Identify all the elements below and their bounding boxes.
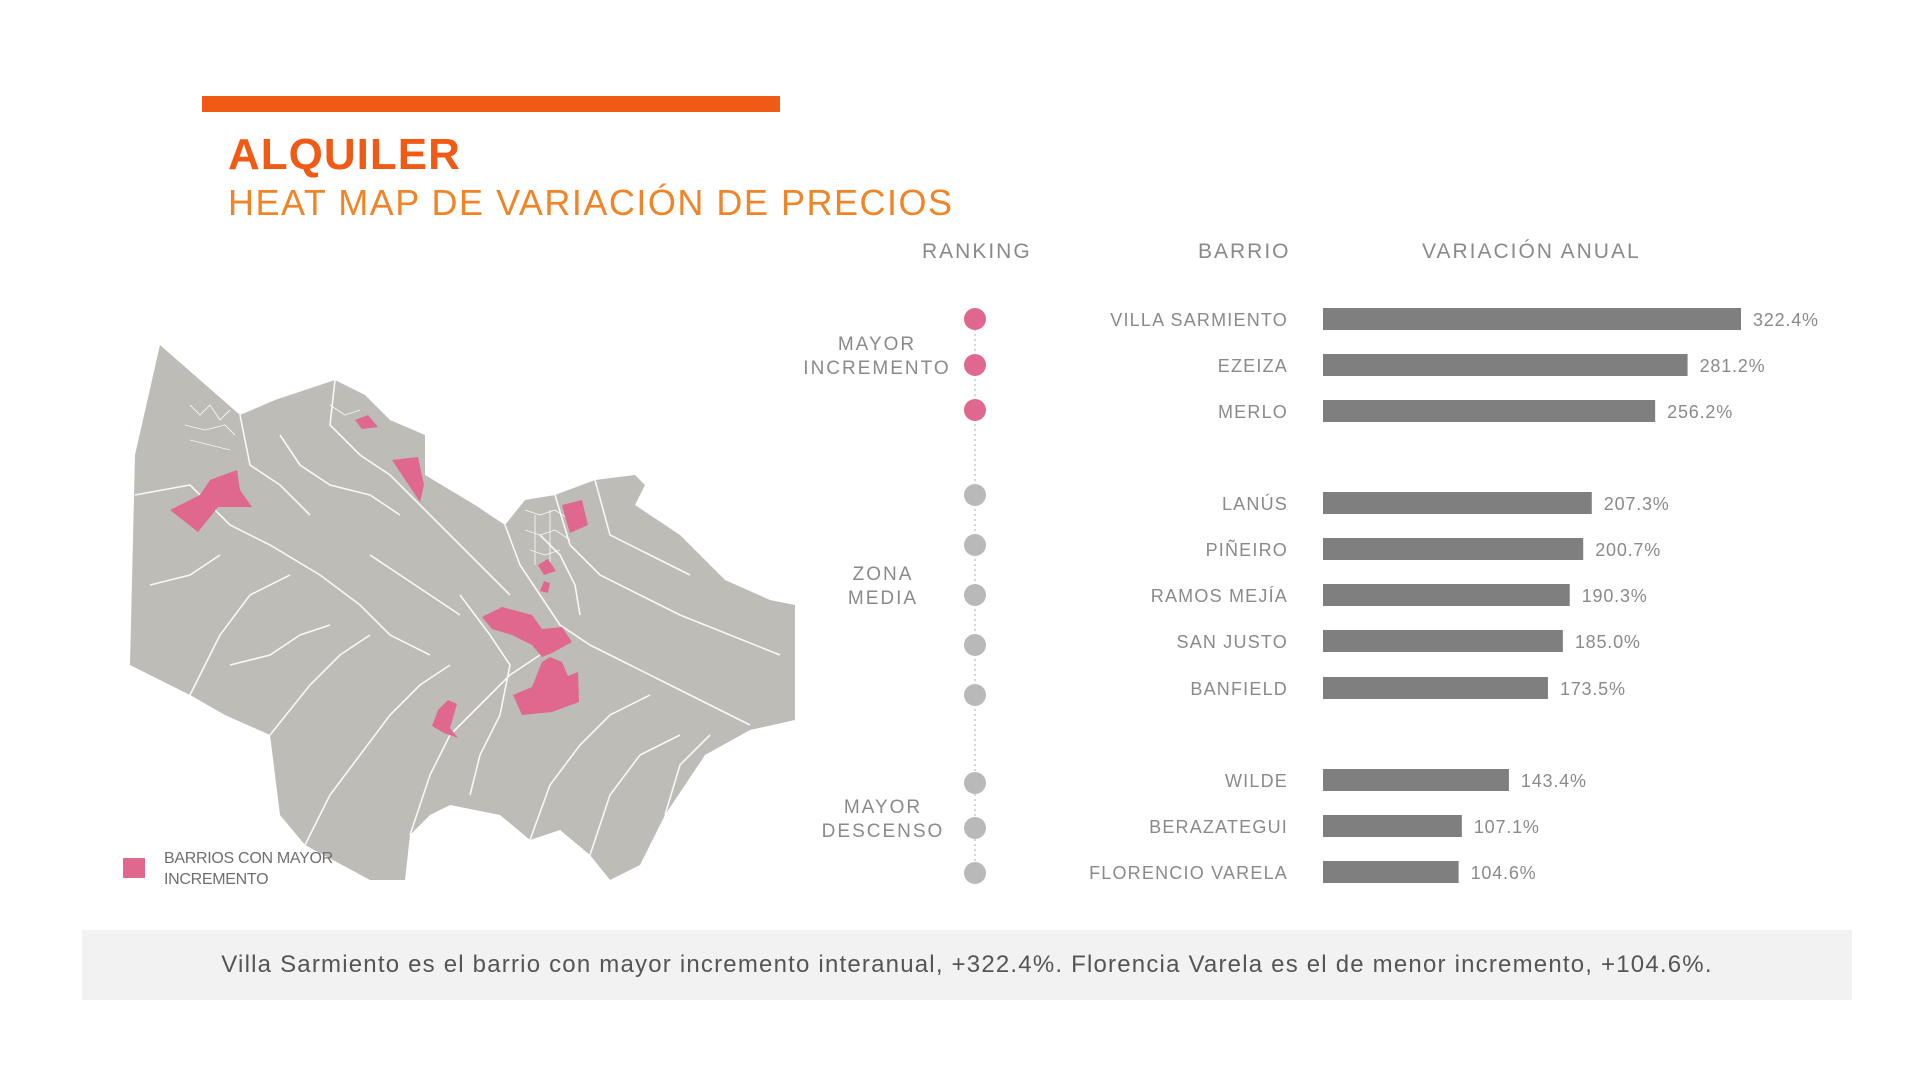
barrio-label: PIÑEIRO	[1206, 539, 1288, 560]
value-label: 185.0%	[1575, 632, 1641, 652]
value-label: 173.5%	[1560, 679, 1626, 699]
bar	[1323, 492, 1592, 514]
bar	[1323, 815, 1462, 837]
heat-map	[130, 345, 795, 880]
barrio-label: RAMOS MEJÍA	[1151, 586, 1288, 606]
ranking-dot	[964, 684, 986, 706]
value-label: 190.3%	[1582, 586, 1648, 606]
ranking-dot	[964, 308, 986, 330]
barrio-label: BANFIELD	[1190, 679, 1288, 699]
legend-label: BARRIOS CON MAYOR INCREMENTO	[164, 850, 333, 888]
title-accent-bar	[202, 96, 780, 112]
group-labels: MAYOR INCREMENTO ZONA MEDIA MAYOR DESCENSO	[803, 334, 950, 842]
value-label: 200.7%	[1595, 540, 1661, 560]
footer-banner: Villa Sarmiento es el barrio con mayor i…	[82, 930, 1852, 1000]
ranking-dot	[964, 484, 986, 506]
bar	[1323, 584, 1570, 606]
bar	[1323, 308, 1741, 330]
barrio-label: SAN JUSTO	[1177, 632, 1289, 652]
group-label-2-0: MAYOR	[844, 797, 922, 818]
ranking-dot	[964, 354, 986, 376]
barrio-label: LANÚS	[1222, 493, 1288, 514]
value-label: 256.2%	[1667, 402, 1733, 422]
barrio-label: FLORENCIO VARELA	[1089, 863, 1288, 883]
ranking-dot	[964, 634, 986, 656]
group-label-0-0: MAYOR	[838, 334, 916, 355]
bar	[1323, 400, 1656, 422]
value-labels: 322.4% 281.2% 256.2% 207.3% 200.7% 190.3% 185.…	[1471, 310, 1819, 883]
group-label-2-1: DESCENSO	[822, 821, 945, 842]
barrio-label: WILDE	[1225, 771, 1288, 791]
map-boundaries	[134, 379, 781, 856]
barrio-labels: VILLA SARMIENTO EZEIZA MERLO LANÚS PIÑEIRO RA…	[1089, 310, 1289, 883]
value-label: 143.4%	[1521, 771, 1587, 791]
value-label: 207.3%	[1604, 494, 1670, 514]
legend-swatch	[123, 858, 145, 878]
bar	[1323, 769, 1509, 791]
ranking-dots	[964, 308, 986, 884]
column-header-barrio: BARRIO	[1198, 240, 1291, 263]
map-highlighted-areas	[170, 415, 588, 738]
value-label: 104.6%	[1471, 863, 1537, 883]
column-header-variacion: VARIACIÓN ANUAL	[1422, 240, 1641, 263]
group-label-1-0: ZONA	[853, 564, 914, 585]
ranking-dot	[964, 534, 986, 556]
bar	[1323, 354, 1688, 376]
page-title: ALQUILER	[228, 130, 461, 179]
bar	[1323, 538, 1584, 560]
barrio-label: EZEIZA	[1218, 356, 1288, 376]
ranking-dot	[964, 862, 986, 884]
ranking-dot	[964, 772, 986, 794]
barrio-label: MERLO	[1218, 402, 1288, 422]
value-label: 107.1%	[1474, 817, 1540, 837]
barrio-label: VILLA SARMIENTO	[1110, 310, 1288, 330]
ranking-dot	[964, 817, 986, 839]
bar	[1323, 861, 1459, 883]
bar	[1323, 677, 1548, 699]
group-label-0-1: INCREMENTO	[803, 358, 950, 379]
barrio-label: BERAZATEGUI	[1149, 817, 1288, 837]
bars	[1323, 308, 1741, 883]
map-fine-grid	[184, 404, 571, 565]
group-label-1-1: MEDIA	[848, 588, 918, 609]
column-header-ranking: RANKING	[922, 240, 1032, 263]
map-land	[130, 345, 795, 880]
bar	[1323, 630, 1563, 652]
value-label: 281.2%	[1700, 356, 1766, 376]
ranking-dot	[964, 584, 986, 606]
footer-text: Villa Sarmiento es el barrio con mayor i…	[221, 951, 1713, 978]
ranking-dot	[964, 399, 986, 421]
page-subtitle: HEAT MAP DE VARIACIÓN DE PRECIOS	[228, 182, 954, 223]
value-label: 322.4%	[1753, 310, 1819, 330]
